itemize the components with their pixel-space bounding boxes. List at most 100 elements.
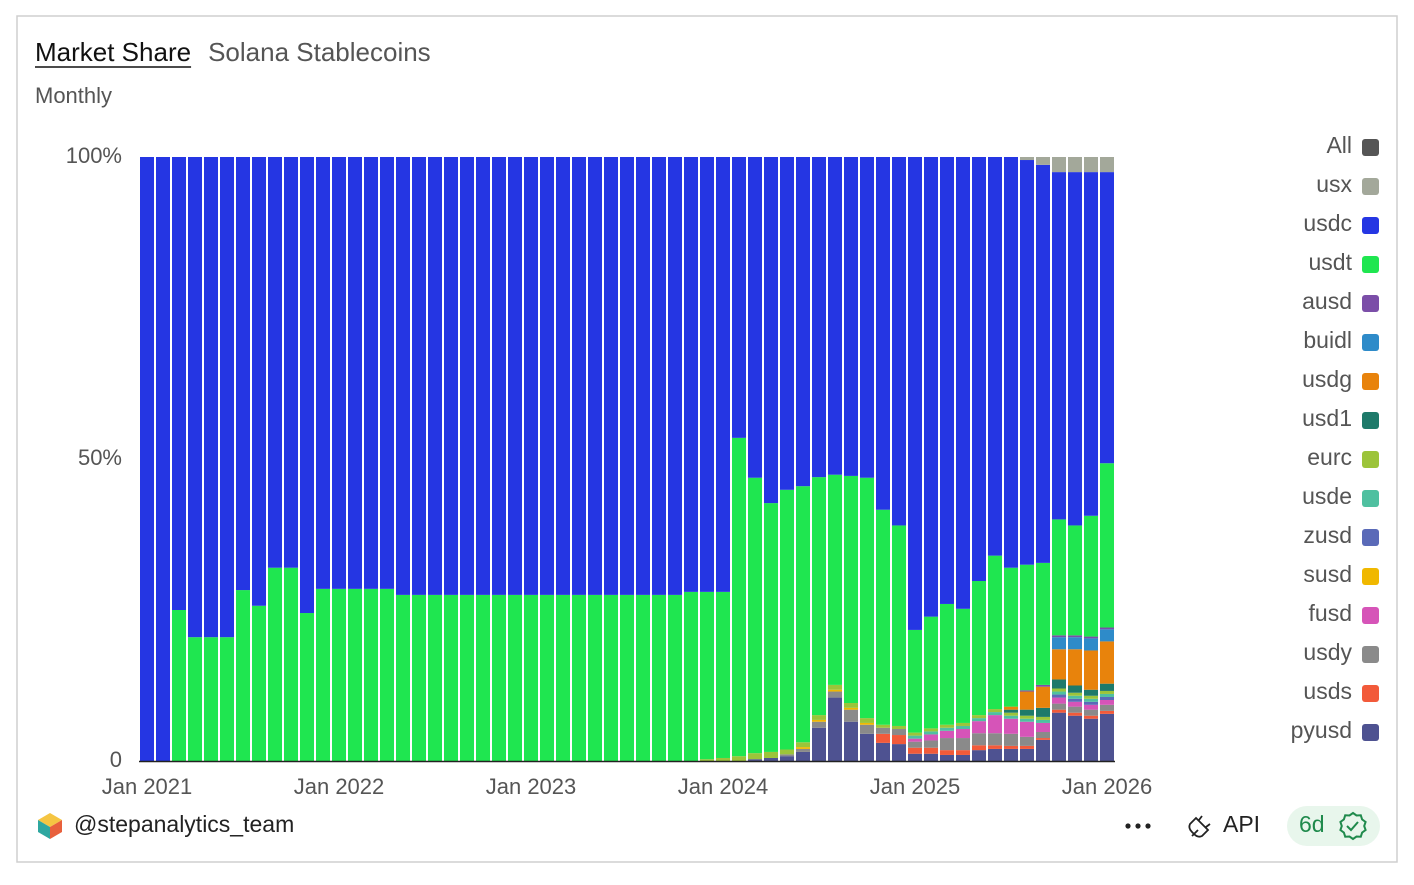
age-label: 6d <box>1299 811 1325 837</box>
legend-swatch[interactable] <box>1362 373 1379 390</box>
bar-segment <box>620 157 634 595</box>
bar-segment <box>1052 709 1066 713</box>
x-tick-label: Jan 2021 <box>102 774 193 799</box>
legend-label[interactable]: usdt <box>1309 249 1353 275</box>
bar-segment <box>1004 748 1018 761</box>
bar-segment <box>876 724 890 728</box>
bar-segment <box>636 594 650 761</box>
bar-segment <box>892 525 906 726</box>
legend-swatch[interactable] <box>1362 334 1379 351</box>
period-label: Monthly <box>35 83 112 108</box>
bar-segment <box>924 753 938 761</box>
legend-label[interactable]: fusd <box>1309 600 1352 626</box>
legend-swatch[interactable] <box>1362 178 1379 195</box>
bar-segment <box>716 757 730 761</box>
legend-label[interactable]: usdg <box>1302 366 1352 392</box>
bar-segment <box>1052 679 1066 689</box>
bar-segment <box>220 637 234 761</box>
bar-segment <box>828 697 842 761</box>
bar-segment <box>1068 692 1082 696</box>
bar-segment <box>1084 695 1098 699</box>
legend-label[interactable]: eurc <box>1307 444 1352 470</box>
bar-segment <box>972 721 986 734</box>
bar-segment <box>1068 157 1082 173</box>
legend-label[interactable]: usx <box>1316 171 1352 197</box>
legend-label[interactable]: usd1 <box>1302 405 1352 431</box>
legend-label[interactable]: usdc <box>1303 210 1352 236</box>
bar-segment <box>924 728 938 732</box>
bar-segment <box>876 509 890 725</box>
bar-segment <box>1084 718 1098 761</box>
legend-swatch[interactable] <box>1362 529 1379 546</box>
bar-segment <box>668 157 682 595</box>
legend-swatch[interactable] <box>1362 412 1379 429</box>
legend-swatch[interactable] <box>1362 685 1379 702</box>
bar-segment <box>908 753 922 761</box>
bar-segment <box>940 738 954 751</box>
legend-label[interactable]: susd <box>1303 561 1352 587</box>
bar-segment <box>364 157 378 589</box>
bar-segment <box>188 637 202 761</box>
bar-segment <box>428 157 442 595</box>
bar-segment <box>732 157 746 438</box>
subtitle: Solana Stablecoins <box>208 37 431 67</box>
legend-label[interactable]: zusd <box>1303 522 1352 548</box>
title[interactable]: Market Share <box>35 37 191 67</box>
legend-swatch[interactable] <box>1362 139 1379 156</box>
bar-segment <box>380 588 394 761</box>
bar-segment <box>716 157 730 592</box>
bar-segment <box>1020 718 1034 722</box>
bar-segment <box>972 750 986 761</box>
bar-segment <box>780 756 794 761</box>
bar-segment <box>956 157 970 609</box>
bar-segment <box>268 567 282 761</box>
bar-segment <box>364 588 378 761</box>
bar-segment <box>1068 525 1082 636</box>
bar-segment <box>1020 736 1034 746</box>
bar-segment <box>780 749 794 755</box>
bar-segment <box>188 157 202 638</box>
bar-segment <box>540 594 554 761</box>
legend-swatch[interactable] <box>1362 724 1379 741</box>
bar-segment <box>1052 635 1066 638</box>
legend-swatch[interactable] <box>1362 295 1379 312</box>
bar-segment <box>1068 635 1082 638</box>
bar-segment <box>1084 704 1098 710</box>
logo <box>38 813 62 839</box>
bar-segment <box>1036 739 1050 761</box>
legend-label[interactable]: buidl <box>1303 327 1352 353</box>
bar-segment <box>556 157 570 595</box>
legend-swatch[interactable] <box>1362 646 1379 663</box>
bar-segment <box>348 588 362 761</box>
legend-swatch[interactable] <box>1362 568 1379 585</box>
bar-segment <box>860 477 874 719</box>
legend-swatch[interactable] <box>1362 451 1379 468</box>
bar-segment <box>1084 715 1098 719</box>
legend-swatch[interactable] <box>1362 256 1379 273</box>
legend-swatch[interactable] <box>1362 490 1379 507</box>
legend-label[interactable]: pyusd <box>1291 717 1352 743</box>
legend-label[interactable]: usds <box>1303 678 1352 704</box>
bar-segment <box>1052 694 1066 698</box>
bar-segment <box>972 733 986 746</box>
bar-segment <box>972 745 986 751</box>
bar-segment <box>1068 649 1082 686</box>
author[interactable]: @stepanalytics_team <box>74 811 294 837</box>
legend-swatch[interactable] <box>1362 217 1379 234</box>
legend-label[interactable]: ausd <box>1302 288 1352 314</box>
more-menu[interactable] <box>1125 823 1151 829</box>
bar-segment <box>1052 697 1066 704</box>
bar-segment <box>172 610 186 761</box>
bar-segment <box>332 588 346 761</box>
legend-label[interactable]: usdy <box>1303 639 1352 665</box>
bar-segment <box>988 745 1002 749</box>
bar-segment <box>172 157 186 610</box>
legend-label[interactable]: All <box>1326 132 1352 158</box>
bar-segment <box>972 157 986 582</box>
api-button[interactable]: API <box>1223 811 1260 837</box>
legend-label[interactable]: usde <box>1302 483 1352 509</box>
legend-swatch[interactable] <box>1362 607 1379 624</box>
bar-segment <box>476 594 490 761</box>
bar-segment <box>940 727 954 731</box>
